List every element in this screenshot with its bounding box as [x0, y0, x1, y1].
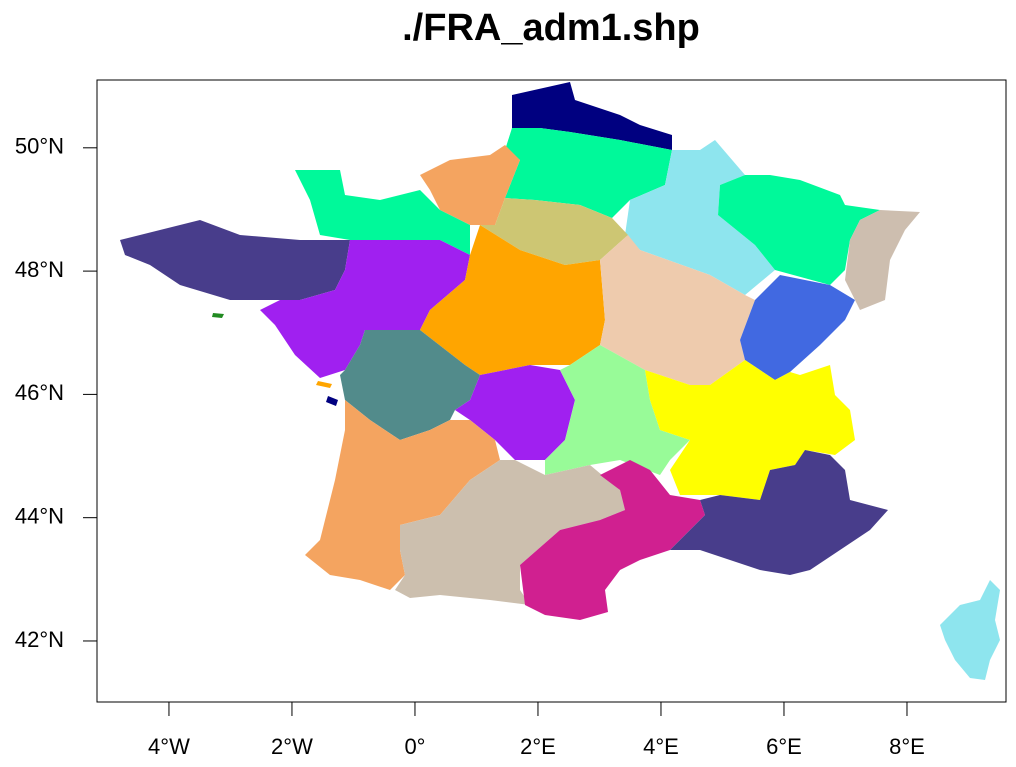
region	[520, 460, 705, 620]
region	[845, 210, 920, 310]
x-tick-label: 8°E	[889, 734, 925, 759]
region	[340, 330, 480, 440]
island	[212, 313, 224, 318]
region	[505, 128, 672, 218]
y-tick-label: 46°N	[15, 380, 64, 405]
region	[295, 170, 470, 255]
axes: 4°W 2°W 0° 2°E 4°E 6°E 8°E 42°N 44°N 46°N 48°N 50°N	[15, 134, 925, 759]
region	[420, 225, 605, 375]
region	[718, 175, 880, 285]
region	[120, 220, 350, 300]
y-tick-label: 48°N	[15, 257, 64, 282]
plot-frame	[96, 79, 1007, 703]
region	[645, 360, 855, 500]
island	[316, 381, 332, 388]
y-tick-label: 42°N	[15, 627, 64, 652]
x-tick-label: 6°E	[766, 734, 802, 759]
x-tick-label: 4°W	[148, 734, 190, 759]
y-tick-label: 44°N	[15, 503, 64, 528]
region	[600, 235, 755, 385]
map-title: ./FRA_adm1.shp	[402, 7, 700, 49]
x-tick-label: 4°E	[643, 734, 679, 759]
region	[305, 400, 500, 590]
x-tick-label: 0°	[404, 734, 425, 759]
x-tick-label: 2°W	[271, 734, 313, 759]
region	[395, 460, 625, 605]
region	[455, 365, 575, 460]
regions	[120, 82, 1000, 680]
island	[326, 396, 338, 406]
y-tick-label: 50°N	[15, 134, 64, 159]
region	[940, 580, 1000, 680]
region	[670, 450, 888, 575]
region	[545, 345, 690, 475]
x-tick-label: 2°E	[520, 734, 556, 759]
region	[480, 198, 628, 265]
region	[420, 145, 520, 225]
region	[625, 140, 775, 295]
region	[512, 82, 672, 150]
region	[260, 240, 470, 378]
region	[740, 275, 855, 380]
